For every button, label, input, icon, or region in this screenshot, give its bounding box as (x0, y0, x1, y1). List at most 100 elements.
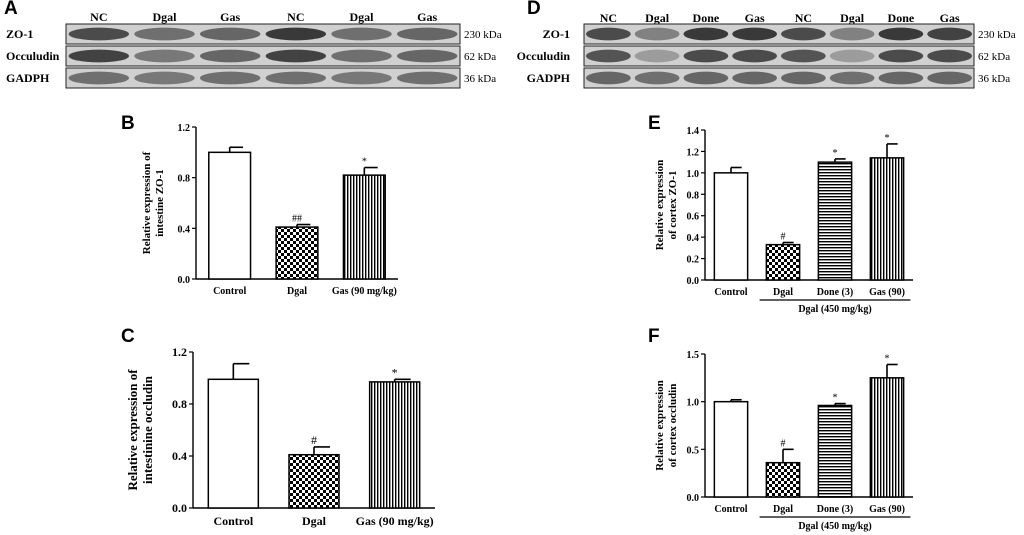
lane-label: Dgal (153, 10, 178, 24)
protein-label: ZO-1 (6, 27, 33, 41)
bar (713, 172, 749, 281)
y-tick-label: 0.0 (687, 276, 700, 287)
y-tick-label: 0.5 (687, 445, 700, 456)
bar (765, 243, 801, 281)
blot-band (780, 71, 826, 85)
category-label: Control (714, 287, 747, 298)
blot-band (331, 27, 392, 41)
y-tick-label: 1.2 (687, 147, 700, 158)
blot-band (780, 49, 826, 63)
y-axis-label: Relative expression ofintestine ZO-1 (141, 151, 166, 254)
blot-band (134, 71, 195, 85)
blot-band (199, 49, 261, 63)
bar (869, 377, 905, 498)
kda-label: 62 kDa (464, 51, 496, 63)
blot-strip (583, 23, 975, 45)
lane-label: Gas (220, 10, 240, 24)
significance-mark: # (781, 232, 786, 243)
bar-chart-b: 0.0 0.4 0.8 1.2 Relative expression ofintest… (141, 123, 398, 297)
lane-label: Dgal (840, 11, 865, 25)
bar (869, 157, 905, 281)
blot-band (199, 27, 261, 41)
kda-label: 230 kDa (978, 29, 1016, 41)
blot-band (927, 49, 973, 63)
significance-mark: * (885, 133, 890, 144)
lane-label: Dgal (645, 11, 670, 25)
blot-band (683, 71, 729, 85)
blot-band (878, 49, 924, 63)
blot-band (927, 71, 973, 85)
blot-band (585, 71, 631, 85)
lane-label: Gas (417, 10, 437, 24)
bar-chart-f: 0.0 0.5 1.0 1.5 Relative expressionof cortex… (654, 350, 913, 532)
category-label: Dgal (773, 287, 793, 298)
blot-band (396, 49, 458, 63)
blot-band (878, 71, 924, 85)
bar (208, 151, 252, 280)
lane-label: Dgal (350, 10, 375, 24)
western-blot-a: NC Dgal Gas NC Dgal Gas ZO-1 230 kDa Occuludin 62… (6, 10, 502, 89)
blot-band (732, 27, 778, 41)
y-tick-label: 1.2 (172, 345, 187, 359)
category-label: Dgal (773, 504, 793, 515)
bar (713, 400, 749, 498)
panel-label-d: D (527, 0, 541, 19)
lane-label: NC (287, 10, 304, 24)
category-label: Gas (90 mg/kg) (356, 514, 434, 528)
lane-label: NC (795, 11, 812, 25)
blot-band (683, 27, 729, 41)
blot-band (134, 27, 195, 41)
y-axis-label: Relative expressionof cortex ZO-1 (654, 160, 679, 251)
y-axis-label: Relative expressionof cortex occludin (654, 380, 679, 471)
blot-band (585, 27, 631, 41)
significance-mark: # (781, 438, 786, 449)
kda-label: 36 kDa (464, 73, 496, 85)
lane-label: Done (693, 11, 720, 25)
significance-mark: * (362, 157, 367, 168)
panel-label-a: A (4, 0, 18, 19)
category-label: Dgal (287, 286, 307, 297)
blot-band (331, 49, 392, 63)
significance-mark: ## (292, 214, 302, 225)
category-label: Control (213, 514, 253, 528)
blot-band (265, 27, 327, 41)
y-axis-label: Relative expression ofintestinine occlud… (125, 369, 155, 491)
y-tick-label: 0.2 (687, 255, 700, 266)
blot-band (265, 71, 327, 85)
y-tick-label: 0.4 (172, 449, 187, 463)
panel-label-b: B (121, 113, 135, 134)
y-tick-label: 0.8 (172, 397, 187, 411)
y-tick-label: 0.6 (687, 212, 700, 223)
group-label: Dgal (450 mg/kg) (798, 304, 871, 315)
blot-band (732, 49, 778, 63)
bar (817, 161, 853, 281)
bar (368, 381, 421, 509)
blot-band (634, 71, 680, 85)
blot-strip (583, 67, 975, 89)
y-tick-label: 1.0 (687, 398, 700, 409)
bar (342, 174, 386, 280)
blot-band (634, 27, 680, 41)
lane-label: Done (888, 11, 915, 25)
blot-band (331, 71, 392, 85)
y-tick-label: 0.4 (687, 233, 700, 244)
y-tick-label: 0.0 (172, 501, 187, 515)
blot-band (396, 71, 458, 85)
bar-chart-e: 0.0 0.2 0.4 0.6 0.8 1.0 1.2 1.4 Relative express… (654, 126, 913, 315)
y-tick-label: 1.0 (687, 169, 700, 180)
blot-band (878, 27, 924, 41)
bar (817, 404, 853, 498)
protein-label: Occuludin (517, 49, 571, 63)
blot-band (829, 71, 875, 85)
blot-band (68, 71, 130, 85)
blot-band (780, 27, 826, 41)
bar (765, 461, 801, 498)
significance-mark: # (311, 433, 317, 447)
significance-mark: * (833, 393, 838, 404)
blot-band (732, 71, 778, 85)
y-tick-label: 0.0 (178, 275, 191, 286)
y-tick-label: 0.8 (178, 174, 191, 185)
bar (275, 226, 319, 280)
y-tick-label: 1.4 (687, 126, 700, 137)
category-label: Gas (90) (869, 504, 905, 515)
